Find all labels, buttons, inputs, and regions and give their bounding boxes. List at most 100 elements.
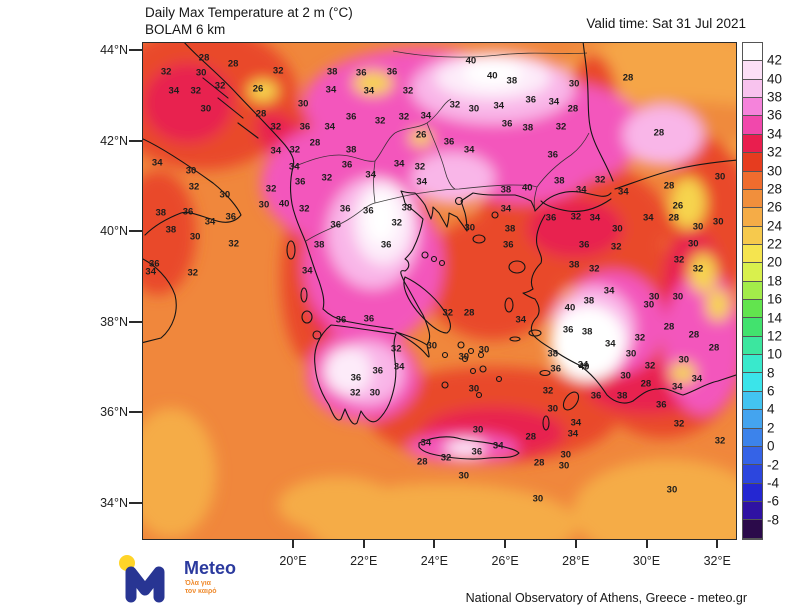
meteo-logo-mark [119,555,165,603]
colorbar-level-label: 22 [767,236,783,252]
contour-value-label: 28 [463,307,475,319]
contour-value-label: 36 [299,121,311,133]
contour-value-label: 32 [442,307,454,319]
colorbar-level-label: 30 [767,163,783,179]
colorbar-cell [743,226,762,245]
contour-value-label: 30 [195,67,207,79]
contour-value-label: 36 [148,258,160,270]
colorbar-level-label: 26 [767,199,783,215]
contour-value-label: 36 [502,239,514,251]
contour-value-label: 28 [668,212,680,224]
contour-value-label: 28 [417,456,428,468]
contour-value-label: 32 [160,66,172,78]
map-area: 28 28 32 30 32 38 36 36 40 40 38 30 28 34 32 32 26 34 34 32… [142,42,737,540]
contour-value-label: 32 [634,332,646,344]
lat-tick-label: 42°N [100,133,128,148]
contour-value-label: 34 [365,169,376,181]
colorbar-cell [743,61,762,80]
lon-tick-mark [504,540,507,548]
colorbar-cell [743,391,762,411]
contour-value-label: 28 [567,103,579,115]
contour-value-label: 30 [458,470,470,481]
contour-value-label: 34 [642,212,654,224]
contour-value-label: 30 [185,165,197,177]
lon-tick-label: 20°E [279,554,307,568]
contour-value-label: 38 [155,207,167,219]
contour-value-label: 36 [363,205,374,217]
contour-value-label: 32 [190,85,202,97]
colorbar-level-label: 34 [767,126,783,142]
logo-tagline-line1: Όλα για [185,580,211,587]
lat-tick-label: 40°N [100,224,128,239]
contour-value-label: 32 [321,172,333,184]
contour-value-label: 28 [663,321,675,333]
contour-value-label: 34 [618,186,629,198]
colorbar-level-label: 14 [767,310,783,326]
contour-value-label: 30 [472,424,484,436]
contour-value-label: 38 [401,202,413,214]
contour-value-label: 38 [345,144,357,156]
contour-value-label: 28 [255,108,267,120]
lon-tick-label: 22°E [350,554,378,568]
contour-value-label: 30 [468,103,480,115]
contour-value-label: 30 [568,78,580,90]
lon-tick-label: 28°E [562,554,590,568]
coastlines [143,43,736,460]
contour-value-label: 36 [345,111,357,123]
colorbar-level-label: -4 [767,475,780,491]
contour-value-label: 32 [289,144,301,156]
colorbar-cell [743,208,762,227]
colorbar-level-label: 28 [767,181,783,197]
lon-tick-label: 24°E [420,554,449,568]
contour-value-label: 30 [688,238,699,250]
contour-value-label: 26 [672,200,684,212]
contour-labels-layer: 28 28 32 30 32 38 36 36 40 40 38 30 28 34 32 32 26 34 34 32… [143,43,736,539]
contour-value-label: 32 [228,238,240,250]
contour-value-label: 36 [350,372,362,384]
chart-title: Daily Max Temperature at 2 m (°C) BOLAM … [145,4,353,38]
contour-value-label: 34 [420,437,432,449]
contour-value-label: 28 [525,431,537,443]
contour-value-label: 30 [648,291,660,303]
contour-value-label: 28 [622,72,634,84]
contour-value-label: 38 [568,259,580,271]
contour-value-label: 32 [555,121,567,133]
contour-value-label: 32 [270,121,282,133]
colorbar-cell [743,281,762,301]
valid-time: Valid time: Sat 31 Jul 2021 [586,16,746,31]
contour-value-label: 38 [553,175,565,187]
colorbar-level-label: -2 [767,457,780,473]
contour-value-label: 32 [298,203,310,215]
colorbar-cell [743,300,762,319]
contour-value-label: 34 [589,212,601,224]
contour-value-label: 30 [712,216,724,228]
contour-value-label: 38 [583,295,595,307]
colorbar-cell [743,483,762,502]
colorbar-cell [743,171,762,190]
lat-tick-label: 44°N [100,43,128,57]
lat-tick-label: 38°N [100,314,128,329]
lon-tick-mark [716,540,719,548]
contour-value-label: 32 [692,263,704,275]
contour-value-label: 34 [463,144,475,156]
colorbar-cell [743,501,762,521]
contour-value-label: 34 [575,184,587,196]
contour-value-label: 32 [265,183,277,195]
contour-value-label: 38 [326,66,338,78]
contour-value-label: 32 [391,217,403,229]
contour-value-label: 28 [309,137,321,149]
lon-tick-mark [292,540,294,548]
contour-value-label: 28 [640,378,652,390]
colorbar-cell [743,428,762,447]
logo-tagline-line2: τον καιρό [185,588,217,595]
contour-value-label: 30 [258,199,270,211]
contour-value-label: 30 [200,103,212,115]
contour-value-label: 38 [313,239,325,251]
contour-value-label: 38 [581,326,593,338]
contour-value-label: 28 [708,342,720,354]
contour-value-label: 34 [604,338,616,350]
contour-value-label: 34 [363,85,375,97]
contour-value-label: 40 [278,198,290,210]
contour-value-label: 30 [219,189,231,201]
